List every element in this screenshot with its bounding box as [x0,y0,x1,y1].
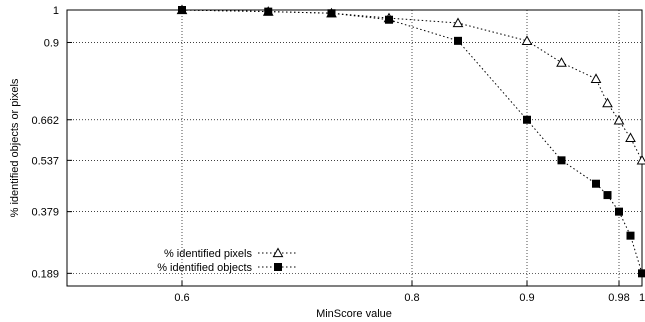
x-tick-label: 0.9 [519,292,534,304]
data-point-objects [626,231,635,240]
legend-label-objects: % identified objects [157,262,252,274]
legend-sample-objects-marker [274,263,282,271]
series [176,4,645,278]
data-point-pixels [452,17,464,28]
data-point-pixels [613,114,625,125]
y-axis-label: % identified objects or pixels [9,78,21,217]
grid [67,9,643,286]
x-tick-label: 0.6 [174,292,189,304]
data-point-objects [178,6,186,14]
data-point-pixels [636,154,645,165]
data-point-objects [385,15,393,24]
y-tick-label: 1 [53,5,59,17]
data-point-objects [264,7,273,16]
data-point-objects [603,191,612,200]
series-pixels [176,4,645,165]
y-tick-label: 0.189 [31,268,59,280]
data-point-objects [615,207,623,216]
series-objects [178,6,645,278]
y-tick-label: 0.662 [31,115,59,127]
x-axis-ticks: 0.6 0.8 0.9 0.98 1 [174,281,645,304]
legend-sample-pixels-marker [272,247,284,258]
legend: % identified pixels % identified objects [157,247,298,274]
legend-sample-pixels [258,247,298,258]
legend-sample-objects [258,263,298,271]
data-point-pixels [521,35,533,45]
x-axis-label: MinScore value [316,308,392,320]
plot-frame [66,9,643,287]
data-point-pixels [590,73,602,83]
y-tick-label: 0.537 [31,155,59,167]
data-point-pixels [602,97,613,108]
x-tick-label: 1 [639,292,645,304]
data-point-pixels [556,57,567,67]
y-axis-ticks: 1 0.9 0.662 0.537 0.379 0.189 [31,5,72,280]
x-tick-label: 0.8 [404,292,419,304]
data-point-objects [523,115,531,124]
data-point-objects [592,179,600,188]
data-point-pixels [625,132,636,143]
y-tick-label: 0.9 [44,37,59,49]
data-point-objects [638,269,645,278]
data-point-objects [454,36,462,45]
y-tick-label: 0.379 [31,207,59,219]
series-line-pixels [181,9,643,161]
data-point-objects [327,9,336,18]
x-tick-label: 0.98 [608,292,629,304]
data-point-objects [557,156,566,165]
legend-label-pixels: % identified pixels [164,248,253,260]
